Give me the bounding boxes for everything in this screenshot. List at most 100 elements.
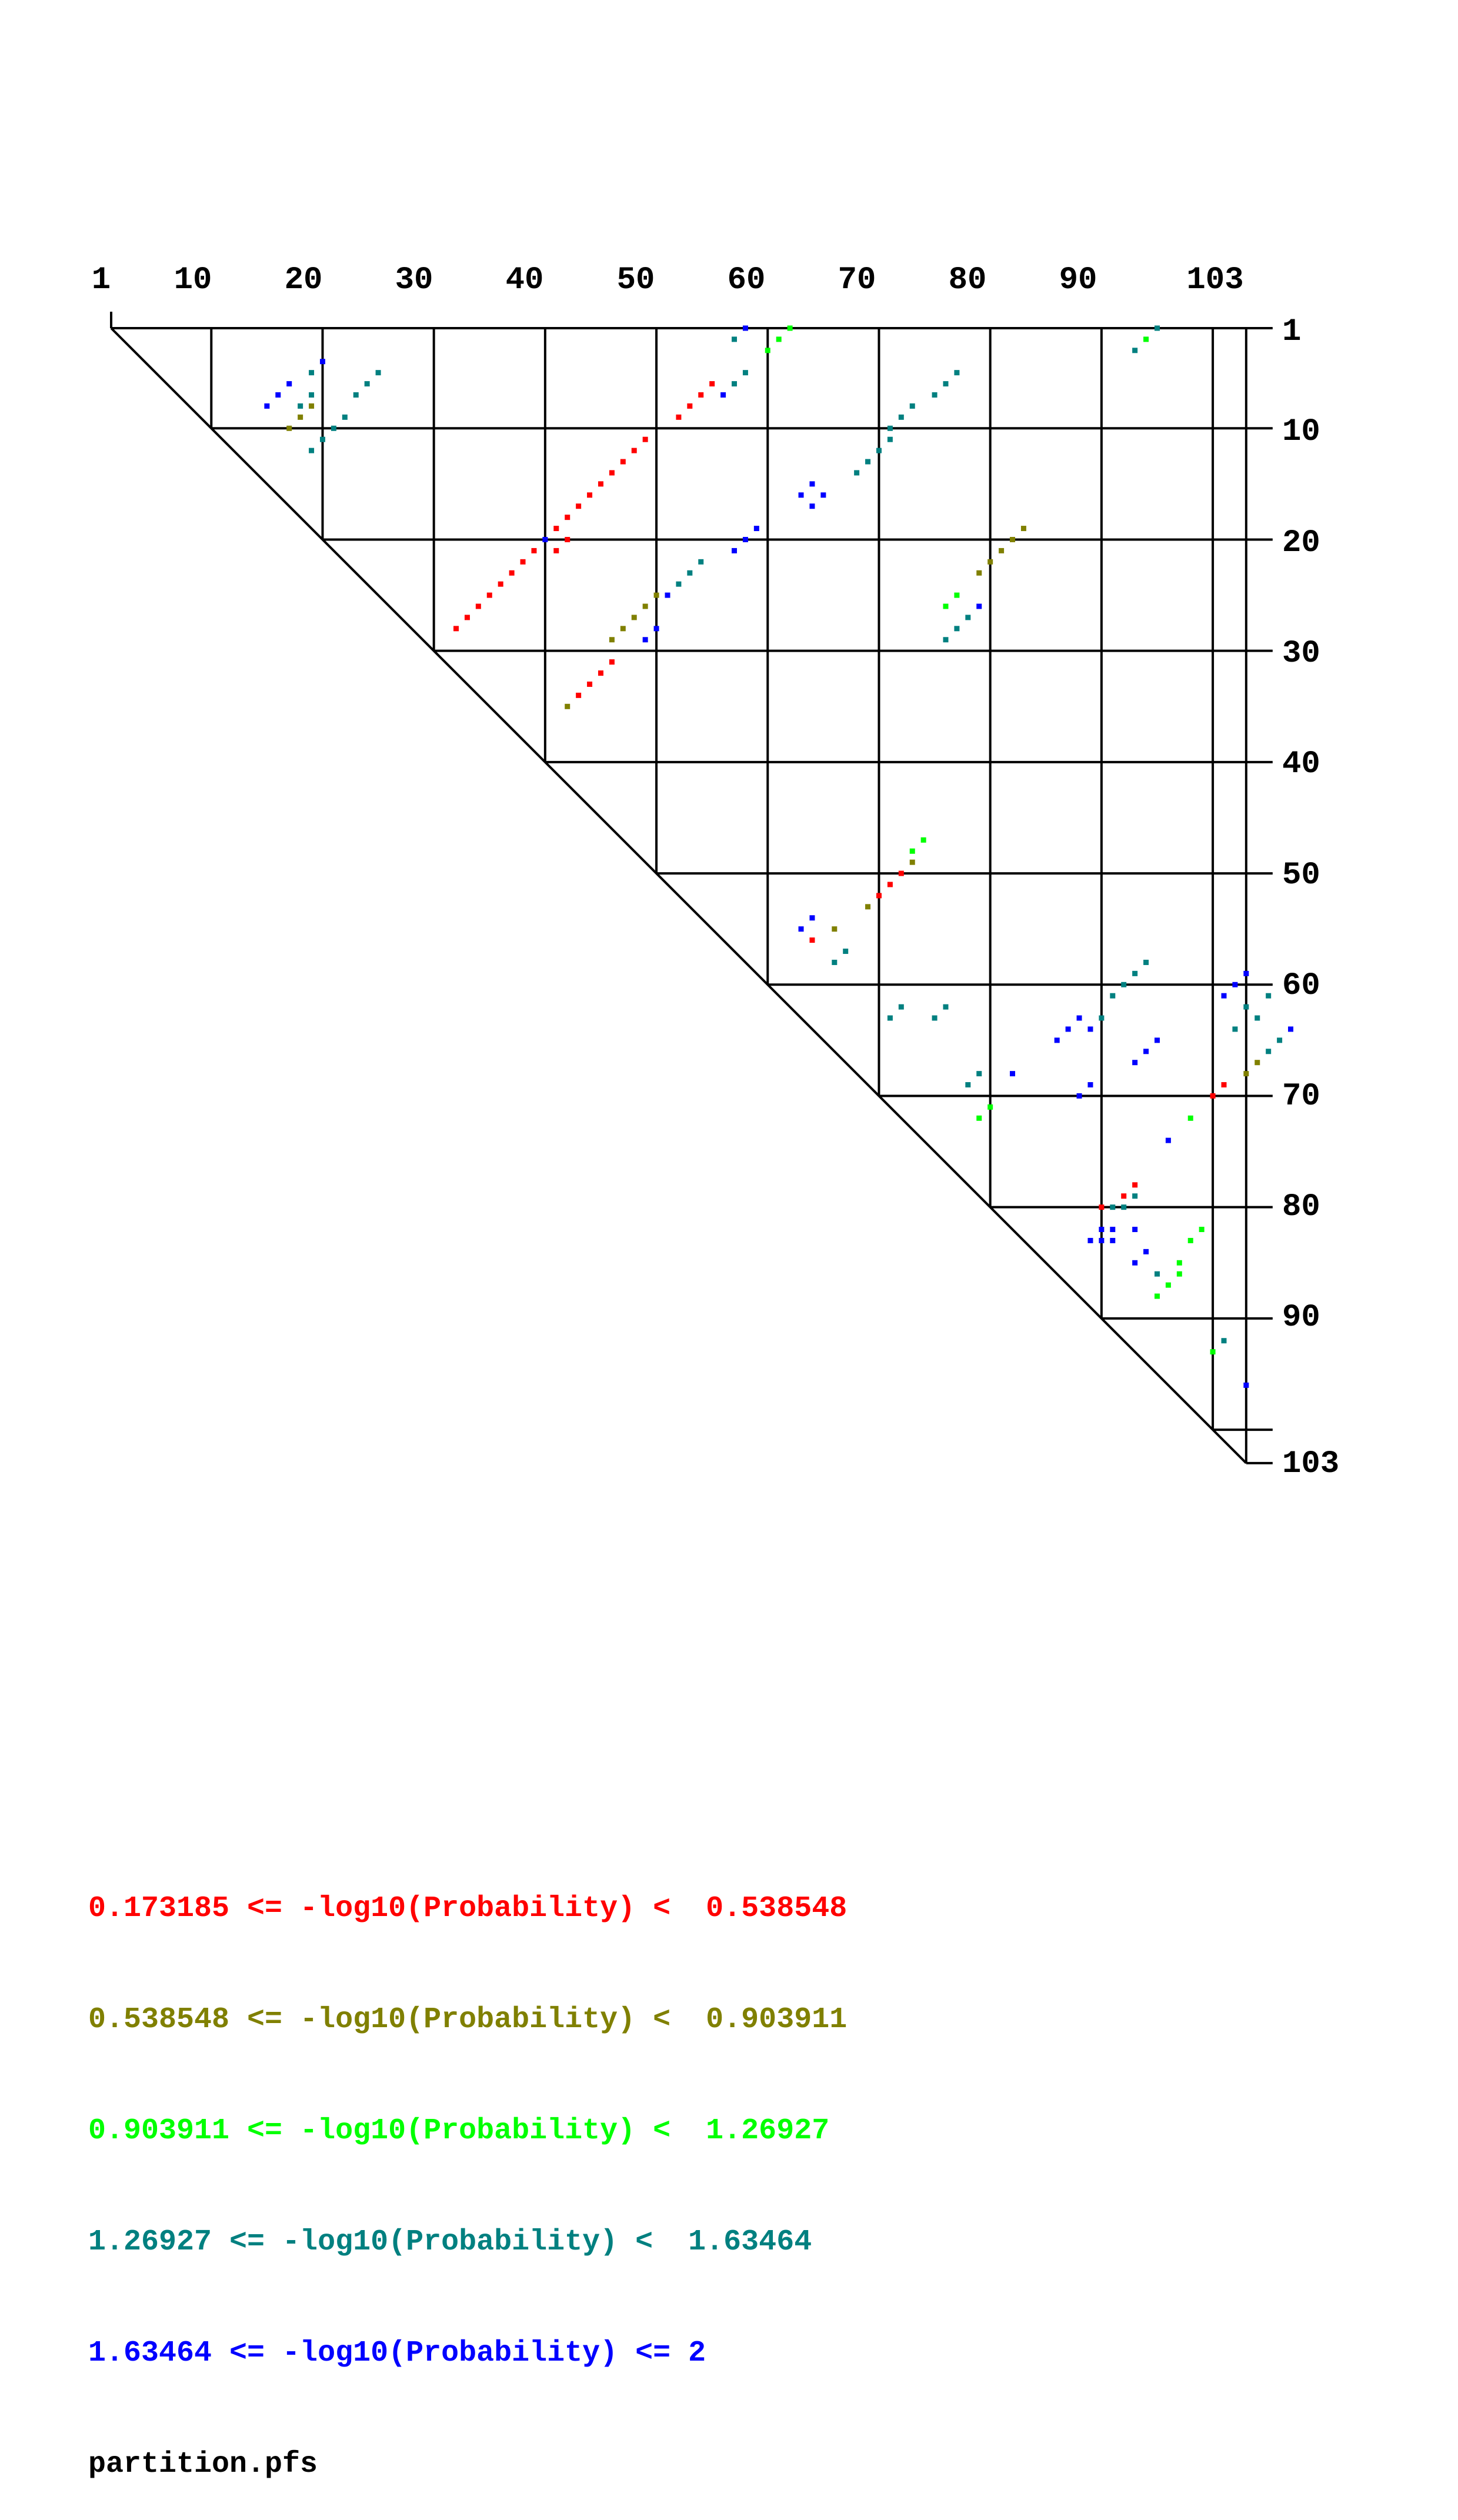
pair-cell xyxy=(1288,1026,1294,1032)
pair-cell xyxy=(1132,1260,1138,1266)
pair-cell xyxy=(798,492,804,498)
pair-cell xyxy=(520,559,526,565)
legend-entry-2: 0.538548 <= -log10(Probability) < 0.9039… xyxy=(88,2003,848,2037)
pair-cell xyxy=(709,381,715,387)
pair-cell xyxy=(665,592,670,598)
pair-cell xyxy=(887,1015,893,1021)
pair-cell xyxy=(565,515,570,520)
pair-cell xyxy=(809,915,815,921)
pair-cell xyxy=(1154,1293,1160,1299)
pair-cell xyxy=(1099,1204,1105,1210)
pair-cell xyxy=(887,425,893,431)
pair-cell xyxy=(309,370,315,376)
pair-cell xyxy=(1110,993,1116,999)
pair-cell xyxy=(954,370,960,376)
pair-cell xyxy=(342,414,348,420)
y-tick-label-40: 40 xyxy=(1282,746,1320,782)
pair-cell xyxy=(1099,1237,1105,1243)
footer-filename: partition.pfs xyxy=(88,2448,318,2481)
x-tick-label-20: 20 xyxy=(285,262,323,298)
pair-cell xyxy=(609,659,615,665)
pair-cell xyxy=(509,570,515,576)
pair-cell xyxy=(286,381,292,387)
pair-cell xyxy=(319,359,325,365)
x-tick-label-70: 70 xyxy=(838,262,876,298)
pair-cell xyxy=(576,503,582,509)
pair-cell xyxy=(331,425,336,431)
pair-cell xyxy=(1065,1026,1071,1032)
pair-cell xyxy=(364,381,370,387)
x-tick-label-40: 40 xyxy=(506,262,544,298)
x-tick-label-90: 90 xyxy=(1059,262,1097,298)
pair-cell xyxy=(1110,1237,1116,1243)
pair-cell xyxy=(1020,526,1026,532)
pair-cell xyxy=(809,937,815,943)
pair-cell xyxy=(319,436,325,442)
pair-cell xyxy=(987,559,993,565)
pair-cell xyxy=(742,370,748,376)
pair-cell xyxy=(909,848,915,854)
pair-cell xyxy=(832,926,838,932)
pair-cell xyxy=(553,548,559,553)
x-tick-label-50: 50 xyxy=(617,262,655,298)
pair-cell xyxy=(798,926,804,932)
legend-entry-4: 1.26927 <= -log10(Probability) < 1.63464 xyxy=(88,2225,812,2259)
pair-cell xyxy=(309,392,315,398)
pair-cell xyxy=(887,882,893,887)
pair-cell xyxy=(976,570,982,576)
pair-cell xyxy=(1176,1271,1182,1277)
pair-cell xyxy=(687,403,693,409)
pair-cell xyxy=(865,459,871,465)
pair-cell xyxy=(1165,1282,1171,1288)
pair-cell xyxy=(1243,1382,1249,1388)
legend: 0.173185 <= -log10(Probability) < 0.5385… xyxy=(88,1816,847,2520)
y-tick-label-1: 1 xyxy=(1282,314,1301,350)
pair-cell xyxy=(1266,993,1272,999)
pair-cell xyxy=(275,392,281,398)
pair-cell xyxy=(732,336,738,342)
y-tick-label-10: 10 xyxy=(1282,414,1320,450)
pair-cell xyxy=(264,403,270,409)
pair-cell xyxy=(965,615,971,620)
pair-cell xyxy=(565,536,570,542)
pair-cell xyxy=(676,581,682,587)
pair-cell xyxy=(1132,970,1138,976)
pair-cell xyxy=(965,1082,971,1088)
pair-cell xyxy=(909,859,915,865)
pair-cell xyxy=(1121,982,1127,987)
pair-cell xyxy=(353,392,359,398)
pair-cell xyxy=(976,1071,982,1077)
pair-cell xyxy=(843,949,849,954)
y-tick-label-103: 103 xyxy=(1282,1446,1339,1482)
y-tick-label-90: 90 xyxy=(1282,1300,1320,1336)
pair-cell xyxy=(653,626,659,632)
pair-cell xyxy=(943,637,949,643)
pair-cell xyxy=(1121,1193,1127,1199)
pair-cell xyxy=(1221,993,1227,999)
pair-cell xyxy=(309,403,315,409)
pair-cell xyxy=(1132,348,1138,353)
pair-cell xyxy=(732,548,738,553)
pair-cell xyxy=(598,670,603,676)
pair-cell xyxy=(876,448,882,453)
pair-cell xyxy=(932,392,937,398)
pair-cell xyxy=(1154,325,1160,331)
pair-cell xyxy=(286,425,292,431)
pair-cell xyxy=(1232,1026,1238,1032)
pair-cell xyxy=(1154,1271,1160,1277)
pair-cell xyxy=(1255,1015,1260,1021)
pair-cell xyxy=(1266,1049,1272,1054)
pair-cell xyxy=(486,592,492,598)
pair-cell xyxy=(576,692,582,698)
pair-cell xyxy=(1165,1137,1171,1143)
pair-cell xyxy=(976,603,982,609)
pair-cell xyxy=(1076,1093,1082,1099)
pair-cell xyxy=(620,626,626,632)
pair-cell xyxy=(531,548,537,553)
y-tick-label-80: 80 xyxy=(1282,1189,1320,1225)
pair-cell xyxy=(1087,1237,1093,1243)
pair-cell xyxy=(898,1004,904,1010)
pair-cell xyxy=(954,592,960,598)
pair-cell xyxy=(1243,1004,1249,1010)
pair-cell xyxy=(1010,536,1016,542)
